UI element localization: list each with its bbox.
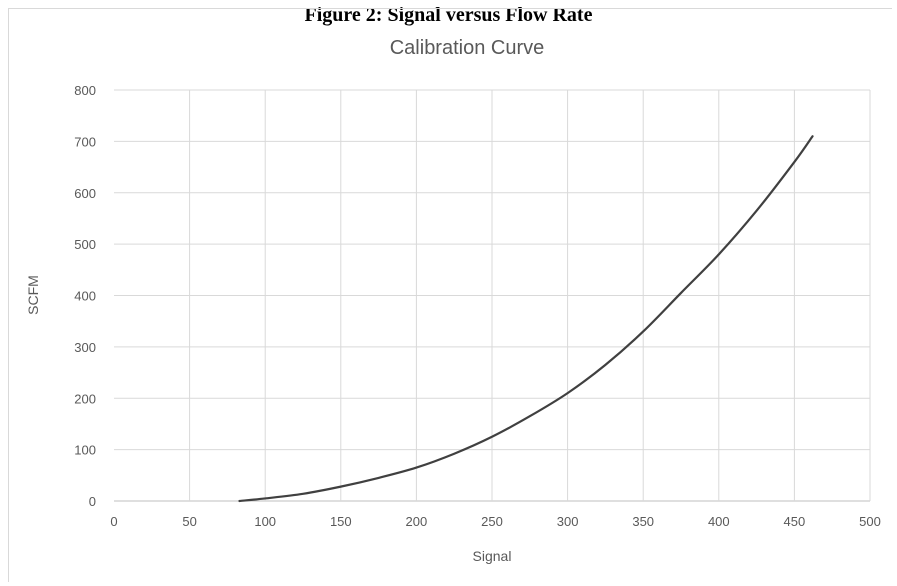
y-tick-label: 300 xyxy=(74,340,96,355)
x-tick-label: 500 xyxy=(859,514,881,529)
x-tick-label: 50 xyxy=(182,514,196,529)
y-tick-label: 100 xyxy=(74,443,96,458)
series-layer xyxy=(238,135,814,503)
y-tick-label: 600 xyxy=(74,186,96,201)
figure-caption: Figure 2: Signal versus Flow Rate xyxy=(304,4,593,26)
y-tick-label: 800 xyxy=(74,83,96,98)
y-tick-label: 200 xyxy=(74,391,96,406)
x-tick-label: 150 xyxy=(330,514,352,529)
x-tick-label: 0 xyxy=(110,514,117,529)
y-tick-label: 700 xyxy=(74,134,96,149)
y-axis-title: SCFM xyxy=(25,275,41,315)
x-tick-label: 200 xyxy=(406,514,428,529)
y-tick-label: 400 xyxy=(74,289,96,304)
x-tick-label: 100 xyxy=(254,514,276,529)
y-tick-label: 0 xyxy=(89,494,96,509)
x-tick-label: 400 xyxy=(708,514,730,529)
x-tick-label: 250 xyxy=(481,514,503,529)
chart-title: Calibration Curve xyxy=(390,37,545,59)
x-tick-label: 350 xyxy=(632,514,654,529)
x-tick-label: 300 xyxy=(557,514,579,529)
x-axis-title: Signal xyxy=(473,548,512,564)
x-tick-label: 450 xyxy=(784,514,806,529)
chart-frame xyxy=(8,8,892,582)
tick-labels: 0 100 200 300 400 500 600 700 800 0 50 100 150 200 250… xyxy=(74,83,881,529)
grid-layer xyxy=(114,89,871,502)
y-tick-label: 500 xyxy=(74,237,96,252)
series-line xyxy=(238,135,814,503)
